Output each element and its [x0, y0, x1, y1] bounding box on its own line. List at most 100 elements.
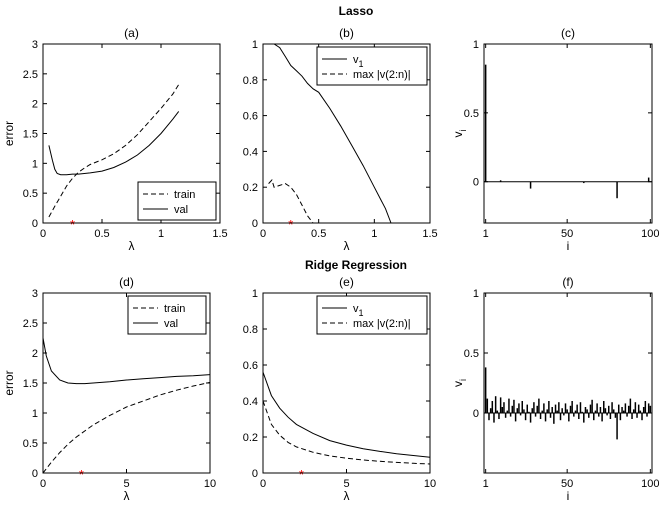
bar-f	[511, 405, 514, 413]
optimum-marker-d: *	[79, 467, 84, 482]
y-tick-label-a: 2.5	[23, 69, 38, 81]
y-tick-label-e: 0	[252, 468, 258, 480]
bar-f	[629, 398, 632, 413]
y-tick-label-b: 0	[252, 218, 258, 230]
plot-area-e	[263, 372, 430, 465]
bar-f	[621, 407, 623, 413]
legend-label-b-0: v1	[353, 54, 364, 69]
bar-f	[647, 403, 650, 413]
legend-box-b	[316, 46, 428, 86]
bar-f	[506, 410, 509, 413]
bar-f	[617, 404, 620, 413]
y-tick-label-f: 0.5	[464, 348, 479, 360]
legend-label-main-d-1: val	[164, 318, 178, 330]
bar-f	[603, 401, 605, 413]
bar-f	[631, 413, 633, 419]
bar-f	[593, 413, 595, 421]
bar-f	[484, 367, 487, 413]
x-tick-label-c: 50	[561, 228, 573, 240]
legend-label-main-b-0: v	[353, 54, 359, 66]
bar-f	[556, 410, 558, 413]
bar-f	[541, 410, 543, 413]
row-title-lasso: Lasso	[339, 4, 374, 18]
bar-f	[501, 407, 504, 413]
panel-title-f: (f)	[562, 275, 573, 289]
bar-f	[548, 401, 550, 413]
bar-f	[642, 407, 645, 413]
bar-f	[579, 402, 582, 413]
y-tick-label-c: 0	[473, 177, 479, 189]
bar-f	[574, 410, 577, 413]
y-tick-label-b: 0.8	[243, 75, 258, 87]
bar-f	[614, 413, 617, 418]
bar-f	[491, 401, 494, 413]
bar-f	[494, 396, 497, 413]
bar-f	[514, 413, 517, 422]
x-tick-label-f: 100	[641, 478, 659, 490]
axes-frame-e	[262, 292, 431, 474]
y-tick-label-f: 0	[473, 408, 479, 420]
y-axis-label-d: error	[2, 370, 16, 395]
plot-area-a	[48, 84, 180, 218]
bar-f	[569, 405, 572, 413]
bar-f	[589, 404, 592, 413]
axes-frame-a	[42, 43, 221, 224]
y-tick-label-d: 0	[32, 468, 38, 480]
optimum-marker-b: *	[288, 217, 293, 232]
bar-f	[498, 413, 500, 419]
x-tick-label-d: 5	[123, 478, 129, 490]
y-tick-label-b: 0.6	[243, 111, 258, 123]
bar-f	[513, 399, 515, 413]
y-tick-label-a: 2	[32, 99, 38, 111]
legend-label-main-a-0: train	[174, 189, 195, 201]
panel-title-c: (c)	[561, 26, 575, 40]
x-tick-label-e: 5	[343, 478, 349, 490]
x-tick-label-f: 50	[561, 478, 573, 490]
bar-f	[549, 413, 552, 418]
legend-label-e-0: v1	[353, 303, 364, 318]
legend-d: train val	[127, 295, 207, 335]
bar-f	[616, 413, 618, 440]
bar-f	[534, 413, 537, 417]
bar-c	[616, 181, 618, 199]
x-tick-label-e: 10	[424, 478, 436, 490]
bar-f	[609, 413, 612, 419]
series-line-b-0	[268, 44, 392, 223]
bar-f	[503, 402, 505, 413]
bar-f	[544, 413, 547, 422]
y-axis-label-f: vi	[451, 379, 468, 387]
bar-f	[632, 409, 635, 413]
series-line-d-1	[43, 337, 210, 385]
y-tick-label-e: 0.2	[243, 432, 258, 444]
bar-f	[604, 408, 607, 413]
bar-c	[647, 177, 650, 182]
bar-f	[622, 410, 625, 413]
y-tick-label-a: 0.5	[23, 188, 38, 200]
bar-c	[484, 64, 487, 182]
y-tick-label-c: 1	[473, 39, 479, 51]
y-tick-label-d: 1.5	[23, 378, 38, 390]
axes-frame-d	[42, 292, 211, 474]
y-tick-label-d: 0.5	[23, 438, 38, 450]
panel-d: (d) λ error 0 5 10 0 0.5 1 1.5 2 2.5 3 * train val	[2, 275, 216, 503]
legend-label-main-e-1: max |v(2:n)|	[353, 318, 411, 330]
bar-f	[488, 413, 490, 421]
bar-f	[559, 413, 562, 421]
y-tick-label-c: 0.5	[464, 108, 479, 120]
y-tick-label-d: 1	[32, 408, 38, 420]
bar-f	[573, 413, 575, 417]
bar-f	[641, 413, 643, 421]
bar-f	[553, 413, 555, 424]
axes-frame-f	[483, 292, 653, 474]
series-line-d-0	[43, 381, 210, 473]
y-axis-label-main-d: error	[2, 370, 16, 395]
bar-f	[489, 408, 492, 413]
bar-c	[583, 181, 585, 184]
bar-f	[509, 413, 512, 417]
y-tick-label-a: 0	[32, 218, 38, 230]
bar-f	[558, 402, 560, 413]
bar-f	[566, 409, 568, 413]
bar-f	[601, 413, 603, 422]
